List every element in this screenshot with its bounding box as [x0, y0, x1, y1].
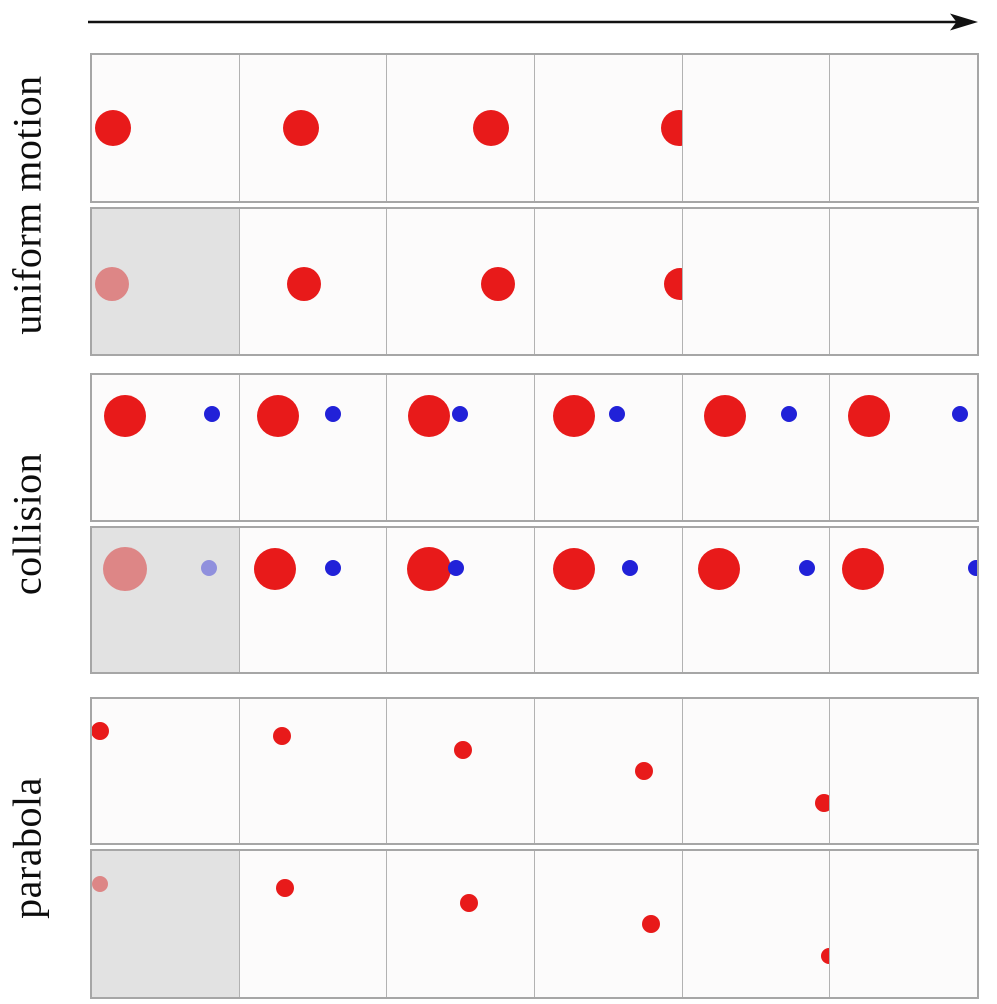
frame-cell: [681, 699, 830, 843]
frame-cell: [681, 851, 830, 997]
red-ball: [553, 394, 596, 437]
blue-ball: [324, 406, 341, 423]
red-ball: [661, 110, 682, 146]
frame-cell: [681, 528, 830, 672]
blue-ball: [621, 560, 638, 577]
frame-cell: [238, 851, 387, 997]
frame-cell: [386, 528, 535, 672]
frame-cell: [829, 699, 978, 843]
red-ball: [406, 546, 451, 591]
red-ball: [553, 547, 596, 590]
red-ball: [473, 110, 510, 146]
frame-cell: [829, 851, 978, 997]
blue-ball: [608, 406, 625, 423]
blue-ball: [324, 560, 341, 577]
frame-cell: [386, 55, 535, 201]
red-ball: [92, 722, 109, 741]
red-ball: [454, 740, 473, 759]
red-ball: [842, 547, 885, 590]
red-ball: [407, 394, 450, 437]
frame-cell: [386, 209, 535, 354]
red-ball: [642, 915, 661, 933]
frame-cell: [386, 851, 535, 997]
red-ball: [848, 394, 891, 437]
frame-row: [90, 207, 979, 356]
blue-ball: [201, 560, 218, 577]
frame-cell: [238, 699, 387, 843]
red-ball: [697, 547, 740, 590]
red-ball: [103, 394, 146, 437]
red-ball: [102, 546, 147, 591]
blue-ball: [448, 560, 465, 577]
frame-cell: [92, 699, 239, 843]
red-ball: [286, 267, 321, 302]
frame-row: [90, 849, 979, 999]
masked-frame-cell: [92, 528, 239, 672]
frame-cell: [534, 375, 682, 520]
frame-cell: [829, 209, 978, 354]
frame-cell: [534, 699, 682, 843]
red-ball: [664, 268, 682, 301]
blue-ball: [952, 406, 969, 423]
red-ball: [273, 727, 292, 745]
masked-frame-cell: [92, 209, 239, 354]
red-ball: [460, 893, 479, 912]
red-ball: [94, 110, 131, 146]
blue-ball: [968, 560, 978, 577]
red-ball: [480, 267, 515, 302]
frame-row: [90, 53, 979, 203]
red-ball: [257, 394, 300, 437]
frame-cell: [386, 699, 535, 843]
frame-cell: [92, 375, 239, 520]
frame-row: [90, 526, 979, 674]
red-ball: [703, 394, 746, 437]
frame-cell: [534, 209, 682, 354]
frame-cell: [92, 55, 239, 201]
blue-ball: [452, 406, 469, 423]
blue-ball: [798, 560, 815, 577]
red-ball: [94, 267, 129, 302]
blue-ball: [203, 406, 220, 423]
red-ball: [275, 878, 294, 897]
red-ball: [92, 876, 108, 893]
frame-cell: [238, 55, 387, 201]
red-ball: [821, 948, 830, 965]
frame-cell: [534, 851, 682, 997]
frame-row: [90, 697, 979, 845]
frame-cell: [238, 528, 387, 672]
time-arrow-icon: [88, 13, 978, 31]
red-ball: [254, 547, 297, 590]
frame-cell: [386, 375, 535, 520]
red-ball: [814, 794, 830, 813]
masked-frame-cell: [92, 851, 239, 997]
frame-cell: [534, 528, 682, 672]
frame-cell: [681, 375, 830, 520]
frame-cell: [681, 209, 830, 354]
frame-cell: [238, 375, 387, 520]
frame-cell: [829, 55, 978, 201]
blue-ball: [781, 406, 798, 423]
frame-cell: [534, 55, 682, 201]
frame-row: [90, 373, 979, 522]
frame-cell: [238, 209, 387, 354]
frame-cell: [681, 55, 830, 201]
red-ball: [282, 110, 319, 146]
red-ball: [634, 762, 653, 780]
frame-cell: [829, 528, 978, 672]
frame-cell: [829, 375, 978, 520]
